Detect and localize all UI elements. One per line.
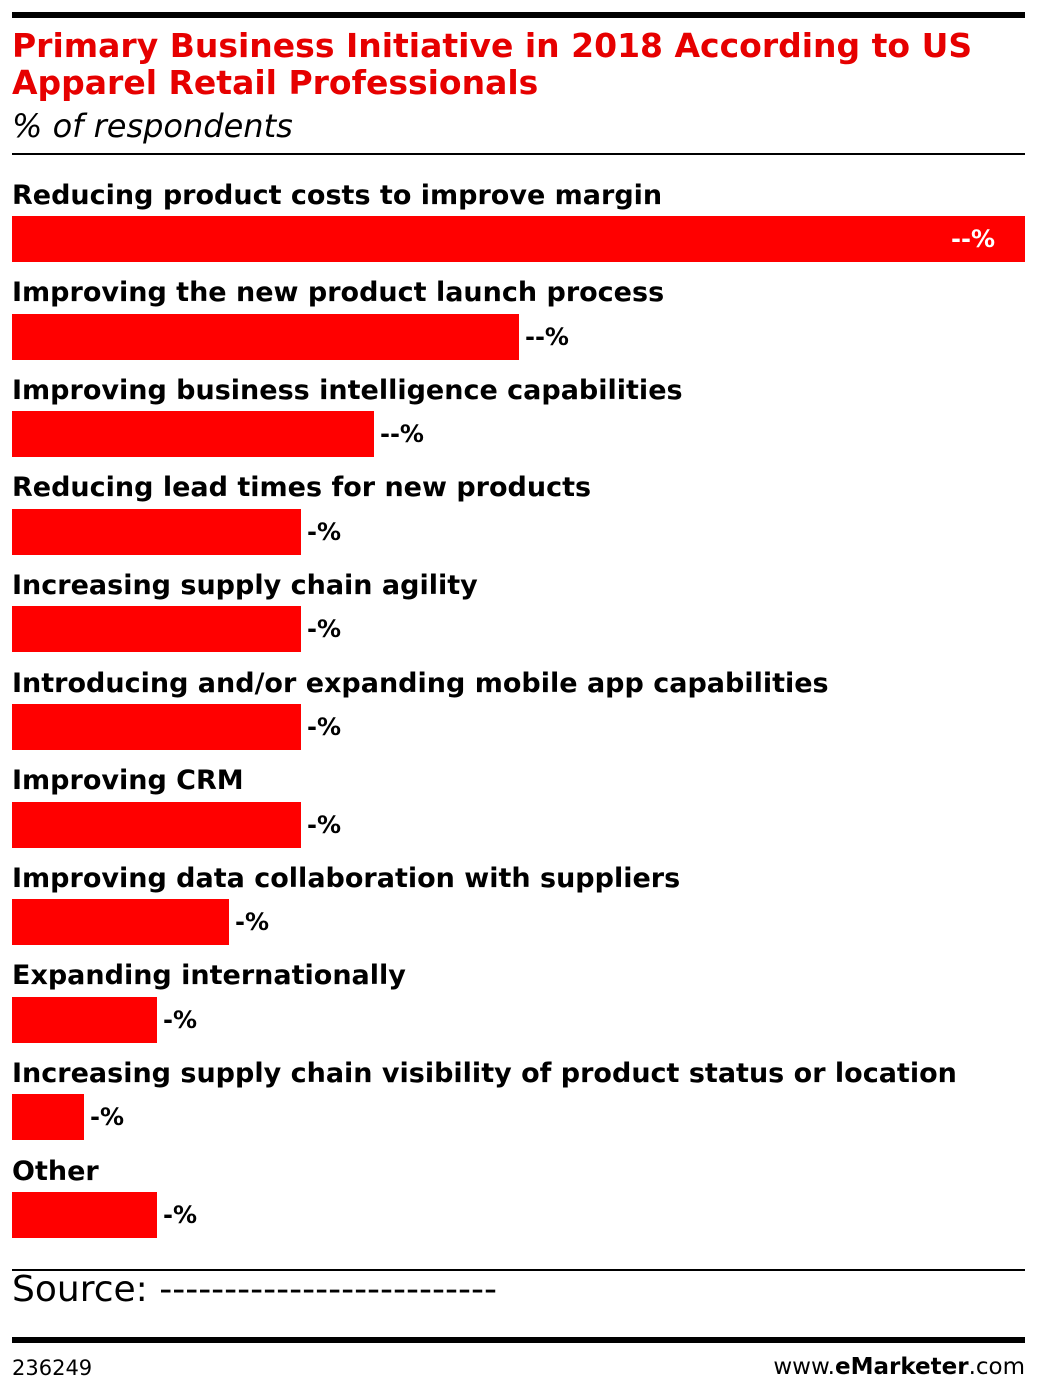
brand-suffix: .com — [968, 1354, 1025, 1380]
value-label: -% — [235, 908, 270, 937]
category-label: Improving the new product launch process — [12, 277, 665, 309]
brand-name: eMarketer — [834, 1354, 969, 1380]
value-label: --% — [525, 322, 569, 351]
top-rule — [12, 12, 1025, 18]
value-label: --% — [951, 225, 995, 253]
category-label: Expanding internationally — [12, 960, 406, 992]
category-label: Improving business intelligence capabili… — [12, 374, 683, 406]
chart-title: Primary Business Initiative in 2018 Acco… — [12, 26, 973, 102]
header-divider — [12, 153, 1025, 155]
value-label: -% — [307, 713, 342, 741]
bar — [12, 606, 301, 653]
chart-number: 236249 — [12, 1356, 93, 1380]
category-label: Improving CRM — [12, 765, 244, 797]
category-label: Increasing supply chain agility — [12, 570, 478, 601]
bar — [12, 899, 229, 946]
value-label: -% — [90, 1103, 125, 1132]
bar — [12, 704, 301, 750]
bottom-rule — [12, 1337, 1025, 1343]
bar — [12, 801, 301, 848]
value-label: -% — [163, 1005, 198, 1034]
chart-subtitle: % of respondents — [12, 107, 293, 145]
category-label: Improving data collaboration with suppli… — [12, 862, 681, 894]
brand-url: www.eMarketer.com — [773, 1354, 1025, 1380]
value-label: -% — [307, 810, 342, 839]
bar — [12, 508, 301, 555]
footer-divider — [12, 1269, 1025, 1271]
category-label: Other — [12, 1155, 99, 1187]
value-label: -% — [163, 1201, 198, 1229]
bar — [12, 1094, 84, 1141]
category-label: Reducing lead times for new products — [12, 472, 592, 504]
bar — [12, 1192, 157, 1238]
bar — [12, 996, 157, 1043]
category-label: Increasing supply chain visibility of pr… — [12, 1058, 957, 1089]
category-label: Introducing and/or expanding mobile app … — [12, 667, 829, 699]
category-label: Reducing product costs to improve margin — [12, 179, 663, 211]
bar — [12, 313, 519, 360]
value-label: -% — [307, 517, 342, 546]
source-text: Source: -------------------------- — [12, 1269, 497, 1310]
bar — [12, 216, 1025, 262]
bar-chart: Reducing product costs to improve margin… — [12, 179, 1025, 1238]
brand-prefix: www. — [773, 1354, 835, 1380]
value-label: -% — [307, 615, 342, 644]
value-label: --% — [380, 420, 424, 449]
bar — [12, 411, 374, 458]
